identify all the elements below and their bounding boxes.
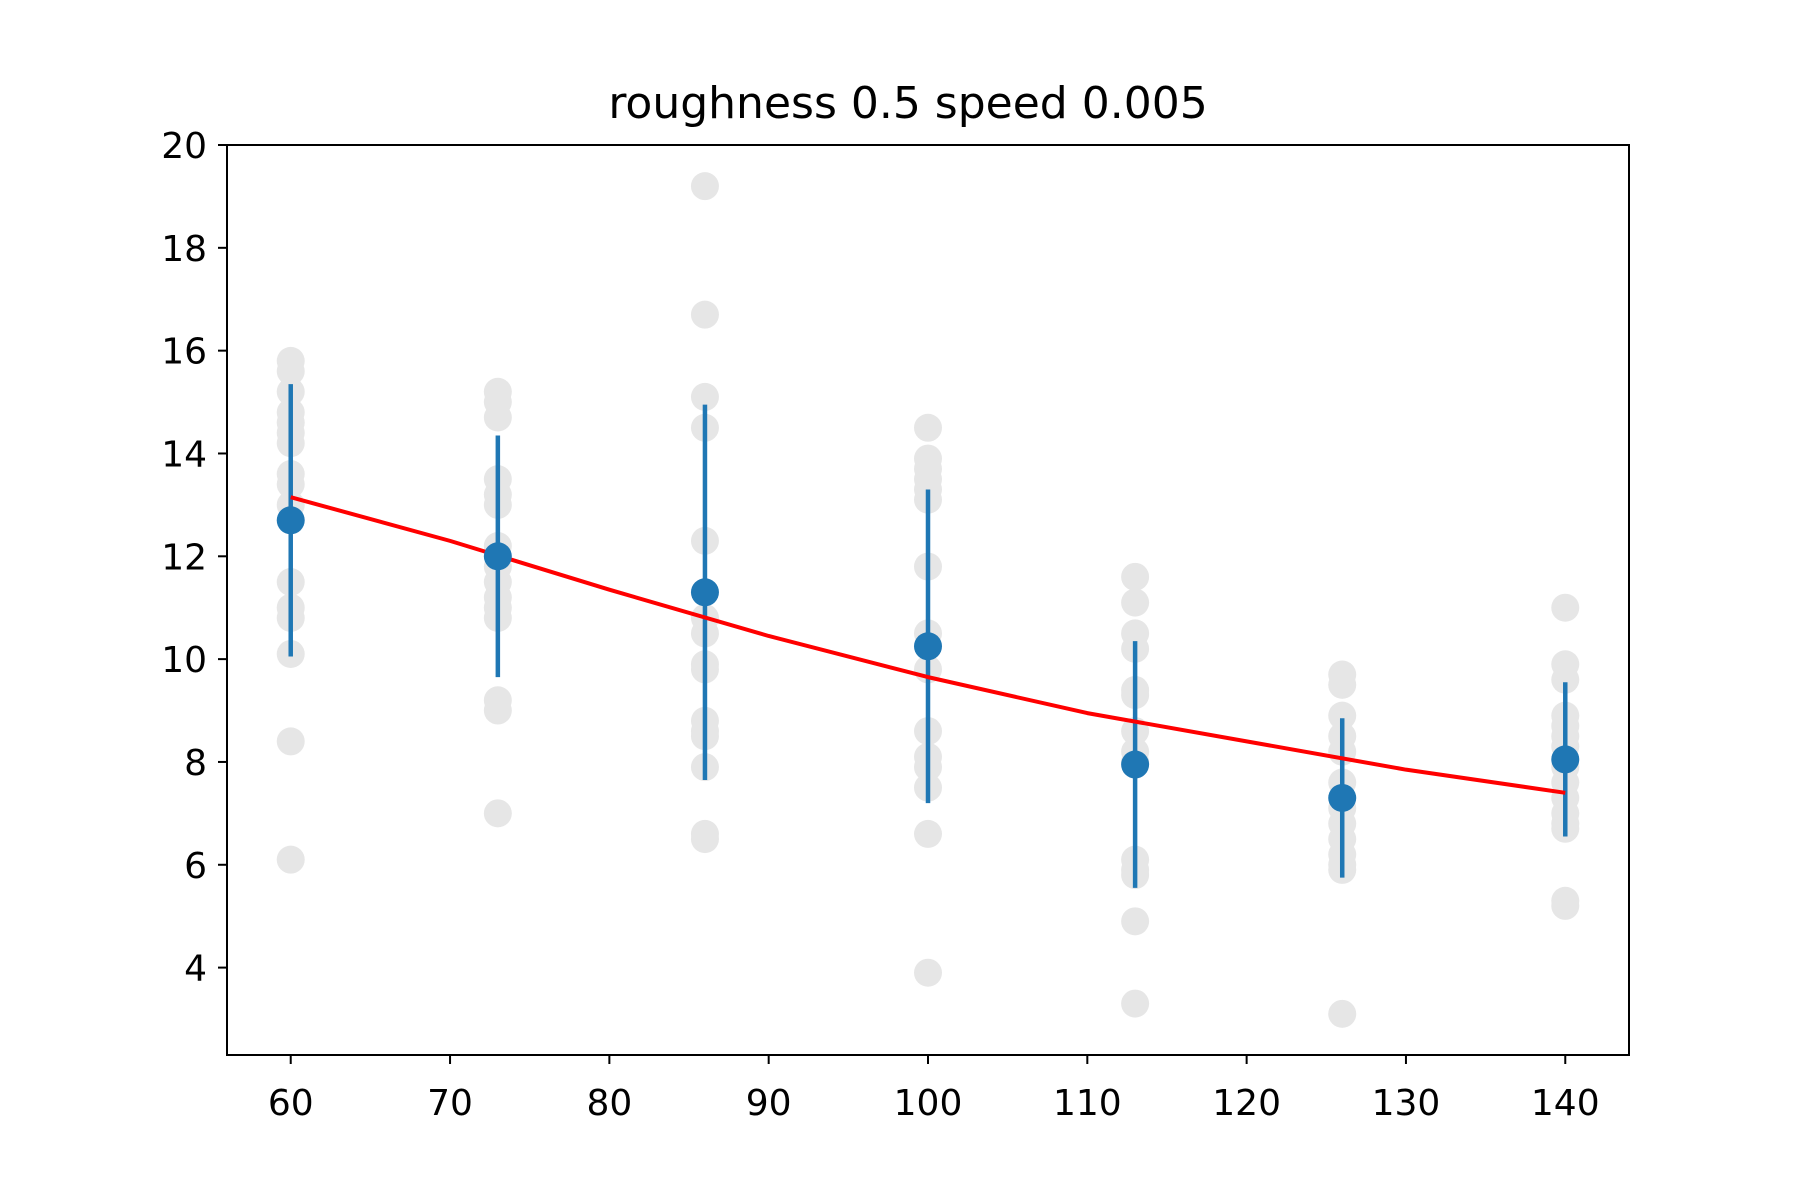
- raw-point-2-2: [690, 382, 719, 411]
- raw-point-3-0: [914, 413, 942, 442]
- x-tick-label-3: 90: [746, 1083, 792, 1124]
- y-tick-label-2: 8: [184, 743, 207, 784]
- y-tick-label-5: 14: [161, 434, 207, 475]
- raw-point-5-2: [1328, 701, 1357, 730]
- raw-point-0-1: [276, 357, 305, 386]
- x-tick-label-1: 70: [427, 1083, 473, 1124]
- raw-point-0-14: [276, 727, 305, 756]
- raw-point-1-14: [483, 799, 512, 828]
- mean-point-3: [914, 632, 942, 661]
- raw-point-4-0: [1121, 562, 1150, 591]
- x-tick-label-2: 80: [586, 1083, 632, 1124]
- raw-point-1-13: [483, 696, 512, 725]
- y-axis: 4 6 8 10 12 14 16 18 20: [161, 126, 227, 990]
- raw-point-4-12: [1121, 907, 1150, 936]
- raw-point-6-0: [1551, 593, 1580, 622]
- raw-point-5-1: [1328, 670, 1357, 699]
- raw-points-layer: [276, 172, 1580, 1028]
- x-axis: 60 70 80 90 100 110 120 130 140: [268, 1055, 1600, 1124]
- x-tick-label-7: 130: [1372, 1083, 1441, 1124]
- x-tick-label-4: 100: [894, 1083, 963, 1124]
- raw-point-2-0: [690, 172, 719, 201]
- mean-point-2: [690, 578, 719, 607]
- mean-point-5: [1328, 783, 1357, 812]
- x-tick-label-6: 120: [1212, 1083, 1281, 1124]
- y-tick-label-8: 20: [161, 126, 207, 167]
- y-tick-label-1: 6: [184, 846, 207, 887]
- raw-point-2-14: [690, 825, 719, 854]
- mean-point-1: [483, 542, 512, 571]
- raw-point-2-1: [690, 300, 719, 329]
- raw-point-0-15: [276, 845, 305, 874]
- y-tick-label-3: 10: [161, 640, 207, 681]
- x-tick-label-0: 60: [268, 1083, 314, 1124]
- raw-point-4-1: [1121, 588, 1150, 617]
- mean-point-0: [276, 506, 305, 535]
- raw-point-3-14: [914, 958, 942, 987]
- chart-title: roughness 0.5 speed 0.005: [608, 78, 1207, 129]
- raw-point-6-14: [1551, 891, 1580, 920]
- y-tick-label-7: 18: [161, 229, 207, 270]
- raw-point-1-2: [483, 403, 512, 432]
- y-tick-label-6: 16: [161, 332, 207, 373]
- mean-point-4: [1121, 750, 1150, 779]
- raw-point-4-13: [1121, 989, 1150, 1018]
- mean-points-layer: [276, 506, 1580, 812]
- x-tick-label-5: 110: [1053, 1083, 1122, 1124]
- y-tick-label-0: 4: [184, 949, 207, 990]
- raw-point-5-12: [1328, 999, 1357, 1028]
- x-tick-label-8: 140: [1531, 1083, 1600, 1124]
- raw-point-6-2: [1551, 665, 1580, 694]
- mean-point-6: [1551, 745, 1580, 774]
- raw-point-3-13: [914, 819, 942, 848]
- y-tick-label-4: 12: [161, 537, 207, 578]
